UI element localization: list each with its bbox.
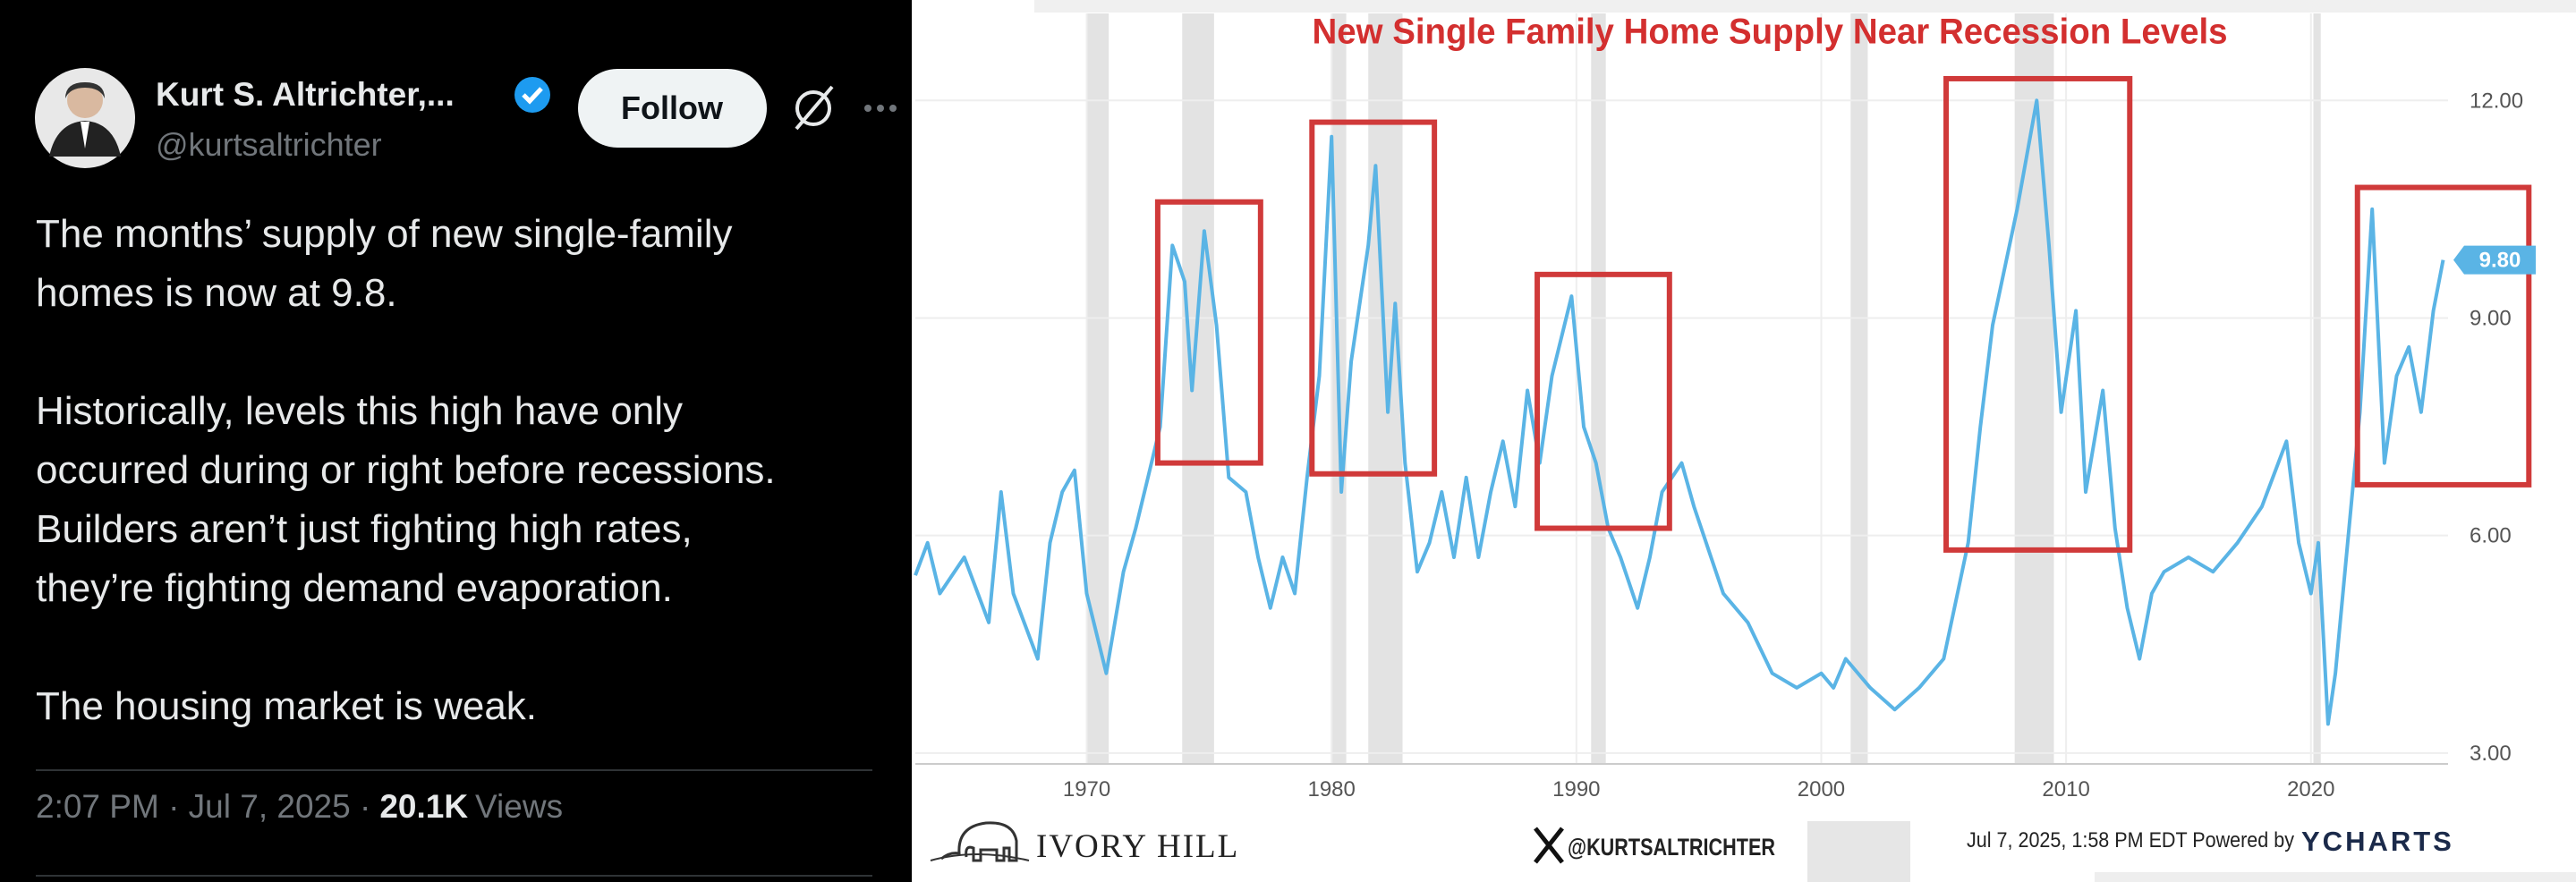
elephant [940, 821, 1018, 862]
follow-button[interactable] [578, 69, 767, 148]
author-name[interactable]: Kurt S. Altrichter,... [156, 76, 455, 113]
recession-band [2313, 13, 2321, 764]
stamp: Jul 7, 2025, 1:58 PM EDT Powered by [1967, 828, 2294, 852]
recession-band [1850, 13, 1868, 764]
ycharts-logo: YCHARTS [2301, 826, 2454, 857]
badge-circle [514, 77, 550, 113]
brand: IVORY HILL [1036, 828, 1239, 865]
x-tick-label: 2020 [2287, 777, 2334, 801]
ivory-hill-logo [930, 821, 1030, 862]
grok-icon[interactable] [795, 85, 834, 131]
tweet-panel [0, 0, 912, 882]
gray-block [1807, 821, 1910, 882]
latest-marker [2453, 245, 2536, 275]
views-label: Views [475, 788, 563, 825]
plot: 3.00 6.00 9.00 12.00 1970 1980 1990 2000 2010 202… [914, 13, 2536, 801]
chart-title: New Single Family Home Supply Near Reces… [1313, 13, 2228, 52]
tweet-line: Builders aren’t just fighting high rates… [36, 507, 693, 551]
avatar[interactable] [35, 68, 135, 168]
dot [889, 105, 897, 112]
tweet-line: Historically, levels this high have only [36, 389, 683, 433]
y-tick-label: 6.00 [2470, 524, 2512, 548]
x-logo [1534, 827, 1564, 864]
recession-band [1086, 13, 1109, 764]
badge-check [522, 87, 543, 105]
tweet-line: homes is now at 9.8. [36, 271, 397, 315]
highlight-box [1535, 271, 1672, 531]
x-tick-label: 2000 [1798, 777, 1845, 801]
x-tick-label: 1970 [1063, 777, 1110, 801]
avatar-face [67, 82, 103, 118]
y-tick-label: 9.00 [2470, 306, 2512, 330]
tweet-line: The months’ supply of new single-family [36, 212, 733, 256]
tweet-text: The months’ supply of new single-family h… [36, 212, 776, 728]
y-tick-label: 12.00 [2470, 89, 2523, 113]
highlight-box [1943, 75, 2133, 553]
more-icon[interactable] [864, 105, 897, 112]
timestamp[interactable]: 2:07 PM · Jul 7, 2025 · [36, 788, 370, 825]
avatar-shirt [81, 122, 89, 148]
chart-panel [912, 0, 2576, 882]
highlight-box [1309, 119, 1438, 477]
tweet-line: The housing market is weak. [36, 684, 537, 728]
grok-ring [795, 90, 831, 126]
x-tick-label: 1990 [1552, 777, 1600, 801]
recession-band [1182, 13, 1214, 764]
x-tick-label: 1980 [1307, 777, 1355, 801]
dot [877, 105, 884, 112]
x-mark [1534, 827, 1564, 864]
grok-slash [795, 85, 834, 131]
tweet-line: they’re fighting demand evaporation. [36, 566, 673, 610]
recession-band [2014, 13, 2054, 764]
views-count: 20.1K [379, 788, 468, 825]
latest-label: 9.80 [2479, 249, 2521, 273]
verified-badge [514, 77, 550, 113]
hill [930, 853, 1030, 861]
series-line [914, 98, 2445, 726]
tweet-line: occurred during or right before recessio… [36, 448, 776, 492]
tweet-meta: 2:07 PM · Jul 7, 2025 · 20.1K Views [36, 788, 563, 825]
y-tick-label: 3.00 [2470, 742, 2512, 766]
highlight-box [2354, 184, 2532, 488]
avatar-hair [65, 82, 105, 98]
recession-band [1591, 13, 1606, 764]
x-tick-label: 2010 [2042, 777, 2089, 801]
x-handle: @KURTSALTRICHTER [1568, 834, 1775, 861]
highlight-box [1154, 199, 1263, 466]
bottom-strip [2095, 872, 2576, 882]
dot [864, 105, 871, 112]
follow-label[interactable]: Follow [621, 89, 724, 126]
author-handle[interactable]: @kurtsaltrichter [156, 126, 382, 163]
top-strip [1034, 0, 2576, 13]
